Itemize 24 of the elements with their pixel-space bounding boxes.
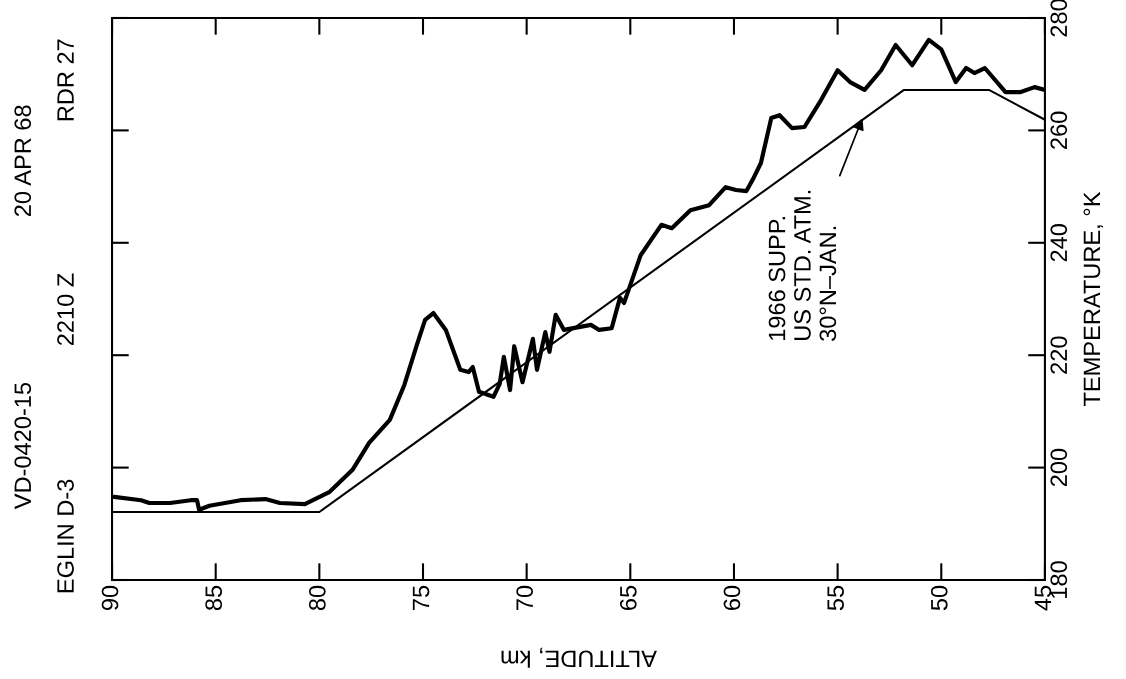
- y-tick-label: 240: [1050, 224, 1068, 262]
- x-tick-label: 90: [101, 585, 119, 611]
- text: 2210 Z: [57, 273, 74, 346]
- text: 20 APR 68: [14, 105, 32, 217]
- y-tick-label: 180: [1050, 561, 1068, 598]
- text: RDR 27: [57, 39, 74, 121]
- y-tick-label: 200: [1050, 448, 1068, 487]
- x-tick-label: 50: [930, 585, 948, 611]
- text: VD-0420-15: [14, 382, 32, 510]
- x-tick-label: 55: [827, 585, 844, 611]
- y-tick-label: 220: [1050, 336, 1068, 374]
- annotation: 1966 SUPP. US STD. ATM. 30°N–JAN.: [768, 190, 837, 341]
- text: EGLIN D-3: [57, 479, 74, 593]
- x-tick-label: 85: [205, 585, 223, 611]
- x-tick-label: 80: [308, 585, 326, 611]
- x-tick-label: 65: [619, 585, 637, 610]
- y-tick-label: 260: [1050, 111, 1068, 149]
- x-tick-label: 45: [1034, 585, 1052, 611]
- x-tick-label: 60: [723, 585, 741, 610]
- x-axis-title: ALTITUDE, km: [501, 647, 657, 668]
- x-tick-label: 70: [516, 585, 533, 610]
- y-axis-title: TEMPERATURE, °K: [1083, 191, 1104, 406]
- y-tick-label: 280: [1050, 0, 1068, 37]
- x-tick-label: 75: [412, 585, 430, 610]
